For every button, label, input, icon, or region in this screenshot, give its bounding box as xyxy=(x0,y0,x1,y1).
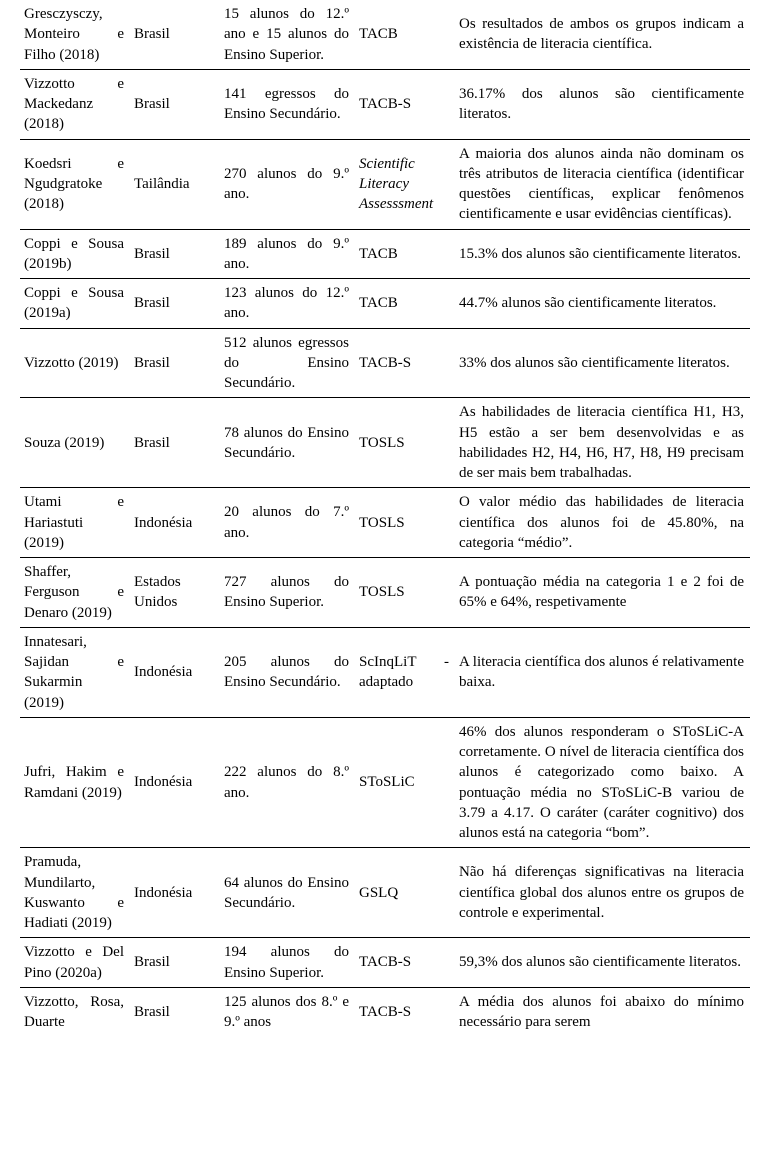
cell-authors: Vizzotto (2019) xyxy=(20,328,130,398)
cell-instrument: TOSLS xyxy=(355,488,455,558)
cell-authors: Vizzotto e Mackedanz (2018) xyxy=(20,69,130,139)
cell-country: Brasil xyxy=(130,0,220,69)
cell-result: O valor médio das habilidades de literac… xyxy=(455,488,750,558)
cell-instrument: TACB xyxy=(355,0,455,69)
cell-instrument: ScInqLiT - adaptado xyxy=(355,627,455,717)
cell-result: As habilidades de literacia científica H… xyxy=(455,398,750,488)
table-row: Coppi e Sousa (2019b)Brasil189 alunos do… xyxy=(20,229,750,279)
cell-instrument: TACB-S xyxy=(355,938,455,988)
cell-authors: Coppi e Sousa (2019a) xyxy=(20,279,130,329)
table-row: Utami e Hariastuti (2019)Indonésia20 alu… xyxy=(20,488,750,558)
cell-instrument: Scientific Literacy Assesssment xyxy=(355,139,455,229)
cell-authors: Jufri, Hakim e Ramdani (2019) xyxy=(20,717,130,848)
table-row: Innatesari, Sajidan e Sukarmin (2019)Ind… xyxy=(20,627,750,717)
table-row: Vizzotto e Del Pino (2020a)Brasil194 alu… xyxy=(20,938,750,988)
cell-country: Brasil xyxy=(130,398,220,488)
cell-sample: 189 alunos do 9.º ano. xyxy=(220,229,355,279)
cell-sample: 205 alunos do Ensino Secundário. xyxy=(220,627,355,717)
cell-result: 44.7% alunos são cientificamente literat… xyxy=(455,279,750,329)
cell-result: Não há diferenças significativas na lite… xyxy=(455,848,750,938)
cell-country: Estados Unidos xyxy=(130,558,220,628)
cell-authors: Shaffer, Ferguson e Denaro (2019) xyxy=(20,558,130,628)
cell-instrument: TACB-S xyxy=(355,987,455,1036)
cell-result: 15.3% dos alunos são cientificamente lit… xyxy=(455,229,750,279)
cell-result: A média dos alunos foi abaixo do mínimo … xyxy=(455,987,750,1036)
table-row: Souza (2019)Brasil78 alunos do Ensino Se… xyxy=(20,398,750,488)
literature-review-table: Gresczysczy, Monteiro e Filho (2018)Bras… xyxy=(20,0,750,1036)
cell-authors: Innatesari, Sajidan e Sukarmin (2019) xyxy=(20,627,130,717)
table-row: Jufri, Hakim e Ramdani (2019)Indonésia22… xyxy=(20,717,750,848)
cell-authors: Vizzotto e Del Pino (2020a) xyxy=(20,938,130,988)
cell-instrument: GSLQ xyxy=(355,848,455,938)
cell-country: Brasil xyxy=(130,328,220,398)
table-row: Vizzotto (2019)Brasil512 alunos egressos… xyxy=(20,328,750,398)
table-row: Vizzotto e Mackedanz (2018)Brasil141 egr… xyxy=(20,69,750,139)
cell-sample: 727 alunos do Ensino Superior. xyxy=(220,558,355,628)
cell-country: Tailândia xyxy=(130,139,220,229)
cell-instrument: TOSLS xyxy=(355,398,455,488)
table-row: Shaffer, Ferguson e Denaro (2019)Estados… xyxy=(20,558,750,628)
cell-result: A maioria dos alunos ainda não dominam o… xyxy=(455,139,750,229)
cell-authors: Pramuda, Mundilarto, Kuswanto e Hadiati … xyxy=(20,848,130,938)
cell-sample: 270 alunos do 9.º ano. xyxy=(220,139,355,229)
table-row: Gresczysczy, Monteiro e Filho (2018)Bras… xyxy=(20,0,750,69)
cell-result: 36.17% dos alunos são cientificamente li… xyxy=(455,69,750,139)
table-row: Koedsri e Ngudgratoke (2018)Tailândia270… xyxy=(20,139,750,229)
cell-result: 46% dos alunos responderam o SToSLiC-A c… xyxy=(455,717,750,848)
table-row: Vizzotto, Rosa, DuarteBrasil125 alunos d… xyxy=(20,987,750,1036)
cell-sample: 222 alunos do 8.º ano. xyxy=(220,717,355,848)
cell-country: Brasil xyxy=(130,229,220,279)
cell-country: Brasil xyxy=(130,987,220,1036)
cell-sample: 125 alunos dos 8.º e 9.º anos xyxy=(220,987,355,1036)
cell-instrument: TACB-S xyxy=(355,69,455,139)
cell-country: Brasil xyxy=(130,69,220,139)
table-row: Coppi e Sousa (2019a)Brasil123 alunos do… xyxy=(20,279,750,329)
cell-instrument: TOSLS xyxy=(355,558,455,628)
cell-authors: Souza (2019) xyxy=(20,398,130,488)
cell-country: Indonésia xyxy=(130,488,220,558)
cell-instrument: TACB xyxy=(355,229,455,279)
cell-sample: 20 alunos do 7.º ano. xyxy=(220,488,355,558)
cell-country: Brasil xyxy=(130,938,220,988)
cell-sample: 512 alunos egressos do Ensino Secundário… xyxy=(220,328,355,398)
cell-result: A pontuação média na categoria 1 e 2 foi… xyxy=(455,558,750,628)
cell-sample: 78 alunos do Ensino Secundário. xyxy=(220,398,355,488)
table-body: Gresczysczy, Monteiro e Filho (2018)Bras… xyxy=(20,0,750,1036)
table-row: Pramuda, Mundilarto, Kuswanto e Hadiati … xyxy=(20,848,750,938)
cell-sample: 194 alunos do Ensino Superior. xyxy=(220,938,355,988)
cell-country: Indonésia xyxy=(130,848,220,938)
cell-country: Indonésia xyxy=(130,717,220,848)
cell-authors: Koedsri e Ngudgratoke (2018) xyxy=(20,139,130,229)
cell-instrument: SToSLiC xyxy=(355,717,455,848)
cell-authors: Coppi e Sousa (2019b) xyxy=(20,229,130,279)
cell-result: A literacia científica dos alunos é rela… xyxy=(455,627,750,717)
cell-result: 33% dos alunos são cientificamente liter… xyxy=(455,328,750,398)
cell-authors: Utami e Hariastuti (2019) xyxy=(20,488,130,558)
cell-sample: 141 egressos do Ensino Secundário. xyxy=(220,69,355,139)
cell-country: Indonésia xyxy=(130,627,220,717)
cell-result: 59,3% dos alunos são cientificamente lit… xyxy=(455,938,750,988)
cell-authors: Gresczysczy, Monteiro e Filho (2018) xyxy=(20,0,130,69)
cell-instrument: TACB-S xyxy=(355,328,455,398)
cell-instrument: TACB xyxy=(355,279,455,329)
cell-sample: 123 alunos do 12.º ano. xyxy=(220,279,355,329)
cell-sample: 15 alunos do 12.º ano e 15 alunos do Ens… xyxy=(220,0,355,69)
cell-authors: Vizzotto, Rosa, Duarte xyxy=(20,987,130,1036)
cell-sample: 64 alunos do Ensino Secundário. xyxy=(220,848,355,938)
cell-country: Brasil xyxy=(130,279,220,329)
cell-result: Os resultados de ambos os grupos indicam… xyxy=(455,0,750,69)
